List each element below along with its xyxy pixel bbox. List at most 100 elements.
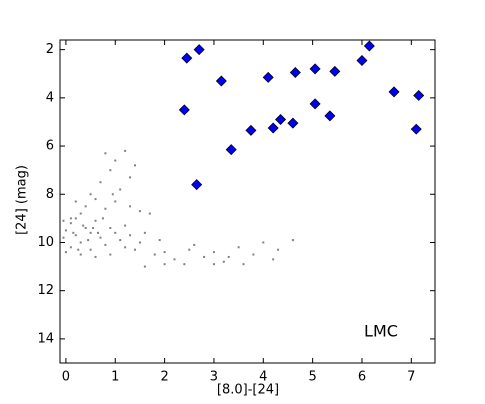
y-axis-label: [24] (mag)	[15, 165, 30, 235]
point	[277, 248, 280, 251]
x-tick-label: 1	[111, 370, 119, 385]
point	[74, 234, 77, 237]
x-tick-label: 2	[160, 370, 168, 385]
point	[74, 200, 77, 203]
point	[124, 246, 127, 249]
point	[183, 263, 186, 266]
point	[89, 231, 92, 234]
point	[267, 122, 279, 134]
point	[96, 231, 99, 234]
point	[309, 98, 321, 110]
y-tick-label: 2	[46, 42, 54, 57]
point	[193, 243, 196, 246]
point	[109, 253, 112, 256]
point	[388, 86, 400, 98]
point	[69, 217, 72, 220]
point	[138, 210, 141, 213]
point	[84, 205, 87, 208]
point	[92, 227, 95, 230]
point	[94, 255, 97, 258]
point	[245, 124, 257, 136]
y-tick-label: 6	[46, 139, 54, 154]
x-tick-label: 7	[407, 370, 415, 385]
point	[64, 251, 67, 254]
x-tick-label: 6	[358, 370, 366, 385]
point	[191, 179, 203, 191]
x-tick-label: 3	[210, 370, 218, 385]
point	[413, 89, 425, 101]
point	[69, 246, 72, 249]
y-tick-label: 12	[37, 283, 54, 298]
point	[287, 117, 299, 129]
point	[163, 263, 166, 266]
point	[129, 205, 132, 208]
point	[242, 263, 245, 266]
point	[79, 212, 82, 215]
point	[203, 255, 206, 258]
point	[275, 114, 287, 126]
point	[178, 104, 190, 116]
point	[119, 188, 122, 191]
x-tick-label: 5	[308, 370, 316, 385]
point	[143, 231, 146, 234]
y-tick-label: 10	[37, 235, 54, 250]
point	[89, 248, 92, 251]
x-axis-label: [8.0]-[24]	[217, 383, 279, 398]
plot-frame	[59, 39, 436, 364]
point	[104, 207, 107, 210]
point	[74, 217, 77, 220]
point	[143, 265, 146, 268]
point	[262, 71, 274, 83]
point	[114, 159, 117, 162]
point	[79, 253, 82, 256]
point	[309, 63, 321, 75]
point	[87, 239, 90, 242]
point	[289, 67, 301, 79]
point	[222, 260, 225, 263]
point	[94, 219, 97, 222]
point	[72, 231, 75, 234]
point	[99, 236, 102, 239]
y-tick-label: 4	[46, 90, 54, 105]
y-tick-label: 14	[37, 331, 54, 346]
point	[104, 243, 107, 246]
point	[291, 239, 294, 242]
point	[227, 255, 230, 258]
point	[262, 241, 265, 244]
point	[79, 241, 82, 244]
point	[64, 229, 67, 232]
point	[158, 239, 161, 242]
point	[124, 224, 127, 227]
point	[188, 248, 191, 251]
point	[173, 258, 176, 261]
point	[114, 231, 117, 234]
point	[329, 65, 341, 77]
point	[215, 75, 227, 87]
point	[111, 193, 114, 196]
point	[109, 169, 112, 172]
point	[134, 164, 136, 167]
x-tick-label: 0	[62, 370, 70, 385]
point	[237, 246, 240, 249]
point	[225, 144, 237, 156]
point	[148, 212, 151, 215]
point	[134, 248, 136, 251]
point	[410, 123, 422, 135]
point	[104, 152, 107, 155]
point	[109, 227, 112, 230]
y-tick-label: 8	[46, 187, 54, 202]
point	[99, 181, 102, 184]
x-tick-label: 4	[259, 370, 267, 385]
point	[77, 248, 80, 251]
point	[252, 253, 255, 256]
point	[363, 40, 375, 52]
point	[129, 234, 132, 237]
point	[212, 251, 215, 254]
point	[212, 263, 215, 266]
annotation: LMC	[364, 322, 398, 341]
point	[193, 44, 205, 56]
point	[138, 241, 141, 244]
point	[62, 219, 65, 222]
point	[356, 54, 368, 66]
